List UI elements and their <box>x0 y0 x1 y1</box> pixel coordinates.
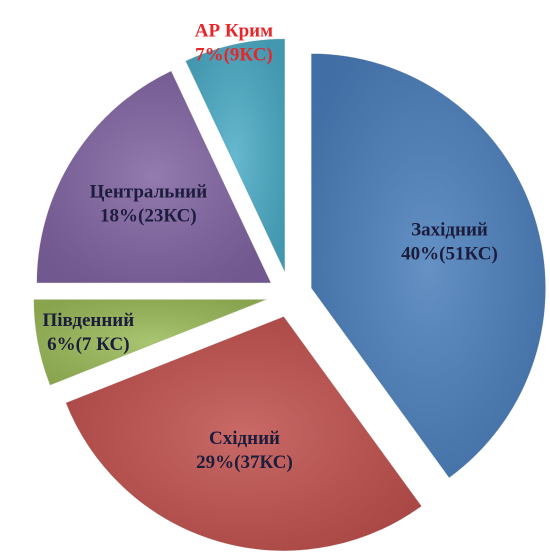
slice-value-label: 7%(9КС) <box>195 45 273 66</box>
slice-label: Центральний <box>90 182 208 203</box>
slice-label: Східний <box>209 428 280 449</box>
slice-label: АР Крим <box>195 21 273 42</box>
slice-value-label: 40%(51КС) <box>401 244 498 265</box>
slice-label: Західний <box>411 220 488 241</box>
slice-value-label: 6%(7 КС) <box>47 334 129 355</box>
slice-label: Південний <box>42 310 134 331</box>
slice-value-label: 29%(37КС) <box>196 452 293 473</box>
slice-value-label: 18%(23КС) <box>100 206 197 227</box>
